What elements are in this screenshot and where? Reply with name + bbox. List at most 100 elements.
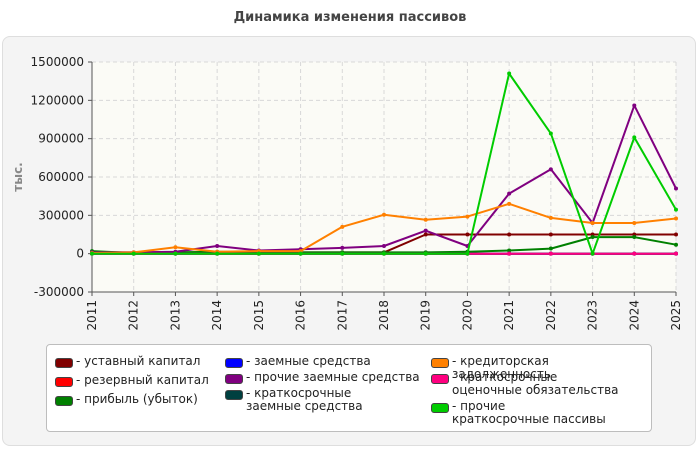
x-tick-label: 2020	[460, 300, 474, 331]
x-tick-label: 2025	[669, 300, 683, 331]
legend-label: - краткосрочные заемные средства	[246, 386, 363, 413]
y-tick-label: 1200000	[31, 93, 84, 107]
data-point	[632, 103, 637, 108]
y-tick-label: 600000	[38, 170, 84, 184]
x-tick-label: 2018	[377, 300, 391, 331]
y-tick-label: 0	[76, 247, 84, 261]
legend-swatch	[431, 374, 449, 384]
legend-swatch	[431, 358, 449, 368]
data-point	[507, 71, 512, 76]
legend-item: - заемные средства	[225, 355, 420, 368]
data-point	[674, 207, 678, 212]
data-point	[465, 214, 470, 219]
legend-item: - кредиторская задолженность	[431, 355, 646, 381]
data-point	[674, 251, 678, 256]
data-point	[548, 246, 553, 251]
legend-label: - заемные средства	[246, 354, 371, 368]
x-tick-label: 2022	[544, 300, 558, 331]
x-tick-label: 2016	[294, 300, 308, 331]
data-point	[131, 251, 136, 256]
data-point	[423, 228, 428, 233]
data-point	[382, 251, 386, 256]
legend-swatch	[55, 358, 73, 368]
legend-item: - краткосрочные оценочные обязательства	[431, 371, 621, 397]
data-point	[256, 251, 261, 256]
legend-label: - прибыль (убыток)	[76, 392, 198, 406]
data-point	[507, 251, 512, 256]
legend-label: - прочие краткосрочные пассивы	[452, 399, 606, 426]
data-point	[632, 251, 637, 256]
x-tick-label: 2013	[168, 300, 182, 331]
data-point	[632, 135, 637, 140]
data-point	[632, 235, 637, 240]
data-point	[340, 245, 345, 250]
y-tick-label: 900000	[38, 132, 84, 146]
data-point	[548, 167, 553, 172]
legend-swatch	[55, 377, 73, 387]
legend-swatch	[225, 374, 243, 384]
legend-item: - уставный капитал	[55, 355, 215, 368]
data-point	[340, 224, 345, 229]
legend-item: - прибыль (убыток)	[55, 393, 215, 406]
legend-item: - краткосрочные заемные средства	[225, 387, 395, 413]
data-point	[507, 201, 512, 206]
chart-legend: - уставный капитал - резервный капитал - п…	[46, 344, 652, 432]
data-point	[590, 221, 595, 225]
data-point	[548, 215, 553, 220]
legend-swatch	[225, 390, 243, 400]
x-tick-label: 2014	[210, 300, 224, 331]
data-point	[215, 251, 220, 256]
data-point	[507, 248, 512, 253]
x-tick-label: 2023	[586, 300, 600, 331]
legend-swatch	[55, 396, 73, 406]
legend-item: - прочие краткосрочные пассивы	[431, 400, 606, 426]
data-point	[548, 232, 553, 237]
data-point	[632, 221, 637, 225]
data-point	[298, 251, 303, 256]
x-tick-label: 2017	[335, 300, 349, 331]
data-point	[548, 131, 553, 136]
data-point	[423, 251, 428, 256]
chart-title: Динамика изменения пассивов	[233, 10, 467, 25]
data-point	[173, 251, 178, 256]
data-point	[90, 251, 94, 256]
data-point	[340, 251, 345, 256]
data-point	[215, 244, 220, 248]
legend-swatch	[225, 358, 243, 368]
data-point	[674, 186, 678, 191]
legend-swatch	[431, 403, 449, 413]
data-point	[674, 232, 678, 237]
data-point	[465, 232, 470, 237]
x-tick-label: 2021	[502, 300, 516, 331]
data-point	[674, 216, 678, 221]
data-point	[674, 242, 678, 247]
y-tick-label: -300000	[34, 285, 84, 299]
y-tick-label: 300000	[38, 208, 84, 222]
legend-item: - прочие заемные средства	[225, 371, 420, 384]
x-tick-label: 2011	[85, 300, 99, 331]
legend-label: - уставный капитал	[76, 354, 201, 368]
x-tick-label: 2024	[627, 300, 641, 331]
data-point	[423, 217, 428, 222]
data-point	[507, 232, 512, 237]
x-tick-label: 2015	[252, 300, 266, 331]
data-point	[423, 232, 428, 237]
legend-label: - краткосрочные оценочные обязательства	[452, 370, 619, 397]
data-point	[548, 251, 553, 256]
legend-label: - резервный капитал	[76, 373, 209, 387]
data-point	[465, 251, 470, 256]
legend-item: - резервный капитал	[55, 374, 215, 387]
y-tick-label: 1500000	[31, 55, 84, 69]
data-point	[382, 244, 386, 248]
data-point	[507, 191, 512, 196]
legend-label: - кредиторская задолженность	[452, 354, 551, 381]
data-point	[382, 212, 386, 217]
data-point	[590, 235, 595, 240]
y-axis-label: тыс.	[11, 162, 25, 191]
x-tick-label: 2012	[127, 300, 141, 331]
x-tick-label: 2019	[419, 300, 433, 331]
data-point	[173, 245, 178, 250]
legend-label: - прочие заемные средства	[246, 370, 420, 384]
data-point	[590, 251, 595, 256]
